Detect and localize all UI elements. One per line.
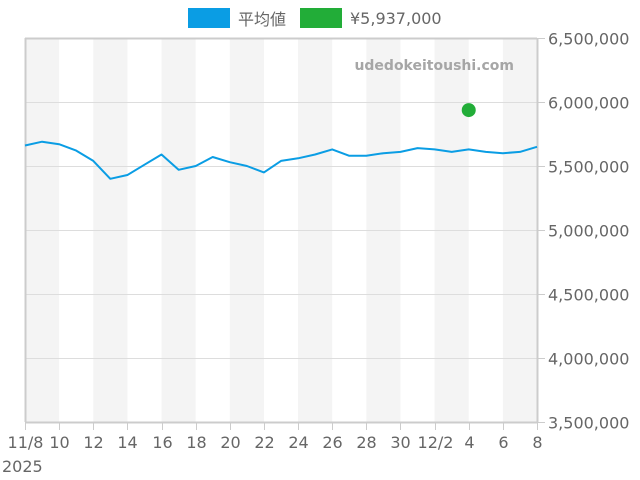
- x-tick-label: 12/2: [418, 433, 454, 452]
- x-tick-label: 10: [49, 433, 69, 452]
- legend-swatch-price-point: [300, 8, 342, 28]
- y-tick-label: 5,000,000: [548, 222, 629, 241]
- y-tick-label: 6,500,000: [548, 30, 629, 49]
- y-tick-label: 6,000,000: [548, 94, 629, 113]
- chart-legend: 平均値 ¥5,937,000: [0, 6, 640, 30]
- legend-item-price-point[interactable]: ¥5,937,000: [300, 6, 442, 30]
- x-tick-label: 28: [356, 433, 376, 452]
- x-tick-label: 18: [186, 433, 206, 452]
- x-tick-label: 20: [220, 433, 240, 452]
- x-tick-label: 14: [117, 433, 137, 452]
- x-tick-label: 6: [498, 433, 508, 452]
- y-axis-ticks: 6,500,000 6,000,000 5,500,000 5,000,000 4,50…: [537, 30, 629, 433]
- y-tick-label: 5,500,000: [548, 158, 629, 177]
- y-tick-label: 3,500,000: [548, 414, 629, 433]
- y-tick-label: 4,500,000: [548, 286, 629, 305]
- gridlines: [25, 102, 537, 359]
- legend-label-price-point: ¥5,937,000: [350, 8, 442, 28]
- x-tick-label: 24: [288, 433, 308, 452]
- x-tick-label: 26: [322, 433, 342, 452]
- y-tick-label: 4,000,000: [548, 350, 629, 369]
- x-tick-year: 2025: [2, 457, 43, 476]
- watermark: udedokeitoushi.com: [354, 58, 514, 74]
- x-tick-label: 22: [254, 433, 274, 452]
- legend-item-average[interactable]: 平均値: [188, 6, 286, 30]
- x-tick-label: 30: [390, 433, 410, 452]
- x-tick-label: 4: [464, 433, 474, 452]
- legend-label-average: 平均値: [238, 10, 287, 29]
- average-price-line: [24, 140, 538, 180]
- price-point-marker[interactable]: [461, 103, 476, 118]
- x-axis-ticks: 11/8 10 12 14 16 18 20 22 24 26 28 30 12/2 4 6 8 2025: [2, 422, 543, 476]
- price-points: [461, 103, 476, 118]
- x-tick-label: 16: [152, 433, 172, 452]
- x-tick-label: 8: [532, 433, 542, 452]
- x-tick-label: 11/8: [8, 433, 44, 452]
- legend-swatch-average: [188, 8, 230, 28]
- x-tick-label: 12: [83, 433, 103, 452]
